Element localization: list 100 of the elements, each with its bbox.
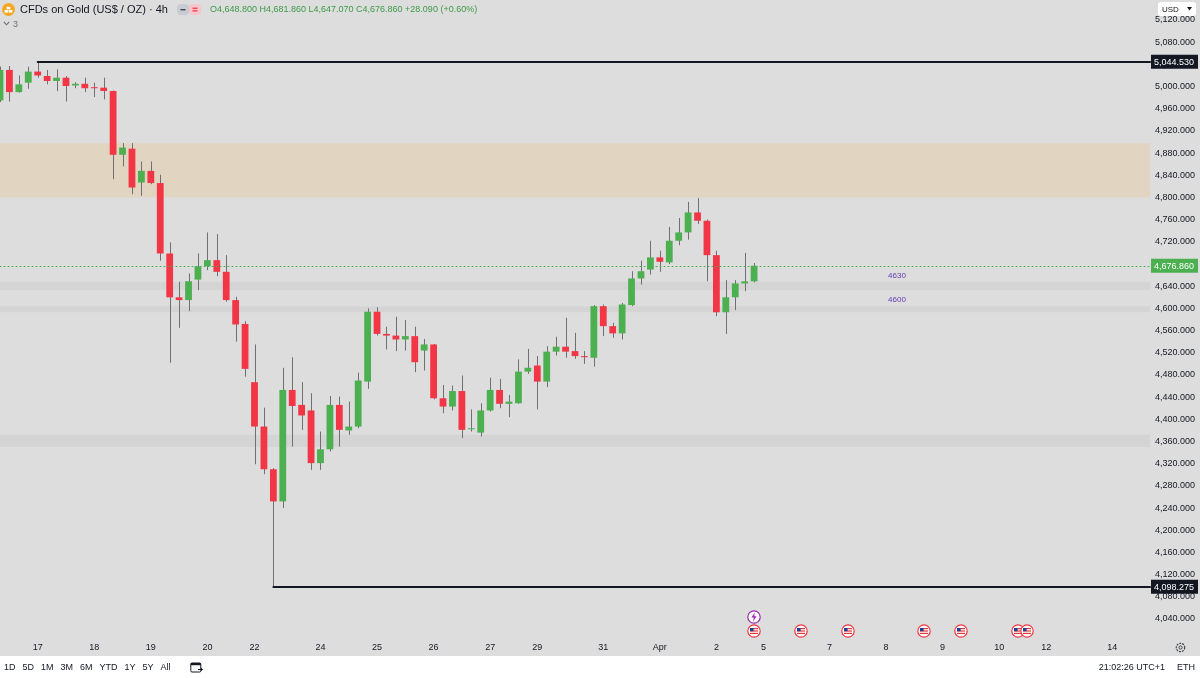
candlestick: [24, 66, 32, 90]
candlestick: [288, 356, 296, 448]
text: 1M: [41, 662, 54, 672]
y-tick-label: 4,200.000: [1155, 524, 1196, 535]
y-tick-label: 4,880.000: [1155, 147, 1196, 158]
y-tick-label: 4,160.000: [1155, 546, 1196, 557]
x-tick-label: 22: [249, 641, 260, 652]
y-tick-label: 4,720.000: [1155, 236, 1196, 247]
x-tick-label: 25: [372, 641, 383, 652]
candlestick: [533, 355, 541, 410]
text: YTD: [99, 662, 118, 672]
candlestick: [467, 408, 475, 433]
y-tick-label: 4,280.000: [1155, 480, 1196, 491]
y-tick-label: 4,760.000: [1155, 214, 1196, 225]
y-tick-label: 4,320.000: [1155, 458, 1196, 469]
x-tick-label: 19: [145, 641, 156, 652]
candlestick: [420, 338, 428, 372]
y-tick-label: 4,960.000: [1155, 103, 1196, 114]
candlestick: [317, 431, 324, 471]
y-tick-label: 4,400.000: [1155, 413, 1196, 424]
candlestick: [138, 160, 145, 197]
y-tick-label: 5,080.000: [1155, 36, 1196, 47]
y-tick-label: 4,440.000: [1155, 391, 1196, 402]
y-tick-label: 4,920.000: [1155, 125, 1196, 136]
y-tick-label: 4,600.000: [1155, 302, 1196, 313]
text: 1D: [4, 662, 16, 672]
y-tick-label: 4,640.000: [1155, 280, 1196, 291]
candlestick: [401, 319, 409, 352]
candlestick: [524, 348, 532, 375]
text: USD: [1162, 4, 1179, 14]
x-tick-label: 20: [202, 641, 213, 652]
annotation: 3: [13, 18, 19, 29]
ref-line-label: 5,044.530: [1154, 56, 1195, 67]
y-tick-label: 4,480.000: [1155, 369, 1196, 380]
text: 1Y: [124, 662, 136, 672]
candlestick: [439, 384, 447, 414]
x-tick-label: 10: [994, 641, 1005, 652]
candlestick: [486, 377, 494, 413]
candlestick: [731, 279, 739, 311]
y-tick-label: 5,000.000: [1155, 81, 1196, 92]
x-tick-label: 9: [940, 641, 946, 652]
candlestick: [147, 160, 155, 185]
y-tick-label: 4,040.000: [1155, 613, 1196, 624]
band-label: 4600: [888, 295, 907, 305]
candlestick: [383, 326, 390, 350]
x-tick-label: 2: [713, 641, 719, 652]
candlestick: [665, 226, 673, 265]
x-tick-label: 31: [598, 641, 609, 652]
x-tick-label: Apr: [652, 641, 667, 652]
x-tick-label: 24: [315, 641, 326, 652]
x-tick-label: 12: [1041, 641, 1052, 652]
text: 21:02:26 UTC+1: [1098, 662, 1165, 672]
candlestick: [53, 68, 60, 92]
candlestick: [656, 250, 664, 273]
text: 3M: [60, 662, 74, 672]
ref-line-label: 4,676.860: [1154, 260, 1195, 271]
chart-subtitle: O4,648.800 H4,681.860 L4,647.070 C4,676.860 +28.090 (+0.60%): [209, 4, 478, 14]
candlestick: [213, 233, 221, 277]
x-tick-label: 7: [827, 641, 833, 652]
y-tick-label: 4,800.000: [1155, 191, 1196, 202]
candlestick: [562, 317, 569, 359]
candlestick: [477, 402, 485, 438]
y-tick-label: 4,080.000: [1155, 591, 1196, 602]
candlestick: [675, 217, 683, 246]
y-tick-label: 4,560.000: [1155, 325, 1196, 336]
candlestick: [552, 336, 560, 357]
text: 5Y: [142, 662, 154, 672]
x-tick-label: 5: [761, 641, 767, 652]
candlestick: [90, 82, 98, 98]
candlestick: [175, 281, 183, 329]
candlestick: [684, 201, 692, 241]
band-label: 4630: [888, 270, 907, 280]
x-tick-label: 8: [883, 641, 889, 652]
candlestick: [100, 77, 108, 100]
text: ETH: [1177, 662, 1195, 672]
candlestick: [722, 279, 730, 335]
candlestick: [694, 197, 701, 225]
candlestick: [298, 381, 306, 431]
y-tick-label: 5,120.000: [1155, 14, 1196, 25]
x-tick-label: 18: [89, 641, 100, 652]
x-tick-label: 26: [428, 641, 439, 652]
candlestick: [496, 378, 503, 409]
text: 5D: [22, 662, 35, 672]
x-tick-label: 17: [32, 641, 43, 652]
y-tick-label: 4,240.000: [1155, 502, 1196, 513]
x-tick-label: 14: [1107, 641, 1118, 652]
text: 6M: [80, 662, 93, 672]
y-tick-label: 4,840.000: [1155, 169, 1196, 180]
y-tick-label: 4,120.000: [1155, 569, 1196, 580]
candlestick: [6, 65, 13, 103]
y-tick-label: 4,360.000: [1155, 436, 1196, 446]
x-tick-label: 29: [532, 641, 543, 652]
candlestick: [119, 142, 126, 167]
candlestick: [449, 385, 456, 411]
x-tick-label: 27: [485, 641, 496, 652]
chart-title: CFDs on Gold (US$ / OZ) · 4h: [20, 3, 168, 15]
text: All: [160, 662, 171, 672]
ref-line-label: 4,098.275: [1154, 581, 1195, 592]
candlestick: [185, 272, 192, 312]
candlestick: [599, 304, 607, 337]
